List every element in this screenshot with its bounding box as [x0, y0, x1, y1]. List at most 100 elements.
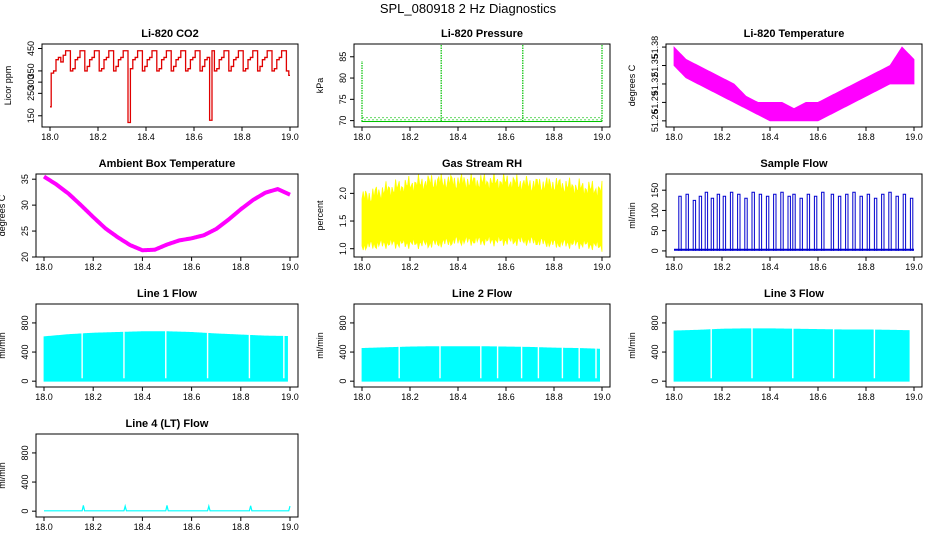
x-tick-label: 18.4	[761, 132, 779, 142]
y-tick-label: 1.5	[338, 215, 348, 228]
x-tick-label: 18.8	[545, 392, 563, 402]
x-tick-label: 18.2	[89, 132, 107, 142]
plot-area	[673, 46, 915, 122]
x-tick-label: 18.8	[545, 132, 563, 142]
y-tick-label: 20	[20, 252, 30, 262]
data-point	[432, 119, 434, 121]
data-point	[462, 117, 464, 119]
x-tick-label: 18.8	[233, 132, 251, 142]
y-tick-label: 450	[26, 41, 36, 56]
data-spike	[909, 197, 914, 251]
data-spike	[895, 195, 899, 251]
data-point	[576, 119, 578, 121]
panel-title: Gas Stream RH	[442, 158, 522, 170]
x-tick-label: 18.2	[401, 262, 419, 272]
data-spike	[685, 193, 689, 251]
plot-area	[44, 503, 291, 512]
data-point	[536, 119, 538, 121]
data-point	[472, 119, 474, 121]
data-spike	[716, 193, 721, 251]
y-tick-label: 0	[338, 379, 348, 384]
data-point	[592, 119, 594, 121]
data-point	[448, 119, 450, 121]
data-point	[404, 119, 406, 121]
data-point	[468, 119, 470, 121]
data-point	[444, 119, 446, 121]
y-axis-label: kPa	[315, 78, 325, 94]
data-spike	[787, 195, 791, 251]
data-band	[673, 328, 910, 382]
data-point	[382, 117, 384, 119]
y-axis-label: percent	[315, 200, 325, 231]
y-axis-label: ml/min	[0, 462, 7, 489]
y-tick-label: 400	[20, 475, 30, 490]
panel-title: Line 3 Flow	[764, 288, 824, 300]
data-point	[600, 119, 602, 121]
data-spike	[737, 193, 741, 251]
plot-area	[50, 50, 290, 124]
panel-line2: Line 2 Flow ml/min 18.0 18.2 18.4 18.6 18.8 19.…	[315, 288, 611, 402]
data-point	[564, 119, 566, 121]
data-spike	[710, 197, 715, 251]
x-tick-label: 18.6	[809, 262, 827, 272]
plot-area	[361, 304, 600, 382]
data-spike	[873, 197, 878, 251]
data-point	[406, 117, 408, 119]
data-point	[362, 117, 364, 119]
data-point	[494, 117, 496, 119]
data-point	[420, 119, 422, 121]
y-tick-label: 400	[650, 345, 660, 360]
x-tick-label: 18.2	[713, 392, 731, 402]
panel-title: Li-820 Pressure	[441, 28, 523, 40]
data-point	[428, 119, 430, 121]
x-tick-label: 18.0	[665, 132, 683, 142]
y-tick-label: 350	[26, 63, 36, 78]
y-tick-label: 0	[650, 248, 660, 253]
data-spike	[799, 197, 803, 251]
y-tick-label: 70	[338, 116, 348, 126]
y-axis-label: degrees C	[627, 64, 637, 106]
data-point	[408, 119, 410, 121]
data-point	[518, 117, 520, 119]
x-tick-label: 18.0	[665, 392, 683, 402]
data-spike	[888, 191, 892, 251]
x-tick-label: 18.6	[809, 392, 827, 402]
x-tick-label: 18.4	[449, 262, 467, 272]
panel-co2: Li-820 CO2 Licor ppm 18.0 18.2 18.4 18.6 18.8 1…	[3, 28, 299, 142]
y-tick-label: 400	[338, 345, 348, 360]
plot-area	[674, 191, 914, 251]
y-tick-label: 800	[20, 315, 30, 330]
y-tick-label: 51.32	[650, 73, 660, 96]
plot-area	[43, 304, 288, 382]
data-spike	[698, 195, 703, 251]
data-point	[528, 119, 530, 121]
data-point	[412, 119, 414, 121]
data-point	[582, 117, 584, 119]
x-tick-label: 19.0	[593, 262, 611, 272]
data-point	[578, 117, 580, 119]
panel-rh: Gas Stream RH percent 18.0 18.2 18.4 18.6 18.8…	[315, 158, 611, 272]
x-tick-label: 18.8	[857, 132, 875, 142]
data-spike	[773, 193, 777, 251]
data-point	[482, 117, 484, 119]
data-point	[534, 117, 536, 119]
data-point	[460, 119, 462, 121]
data-spike	[765, 195, 770, 251]
data-spike	[852, 191, 856, 251]
data-spike	[729, 191, 734, 251]
x-tick-label: 19.0	[281, 392, 299, 402]
x-tick-label: 18.8	[232, 522, 250, 532]
data-point	[410, 117, 412, 119]
x-tick-label: 19.0	[905, 392, 923, 402]
data-point	[396, 119, 398, 121]
y-tick-label: 800	[20, 445, 30, 460]
data-spike	[678, 195, 682, 251]
data-point	[570, 117, 572, 119]
data-point	[490, 117, 492, 119]
data-point	[488, 119, 490, 121]
data-point	[466, 117, 468, 119]
data-point	[594, 117, 596, 119]
y-tick-label: 150	[26, 108, 36, 123]
data-point	[370, 117, 372, 119]
plot-frame	[353, 303, 611, 388]
